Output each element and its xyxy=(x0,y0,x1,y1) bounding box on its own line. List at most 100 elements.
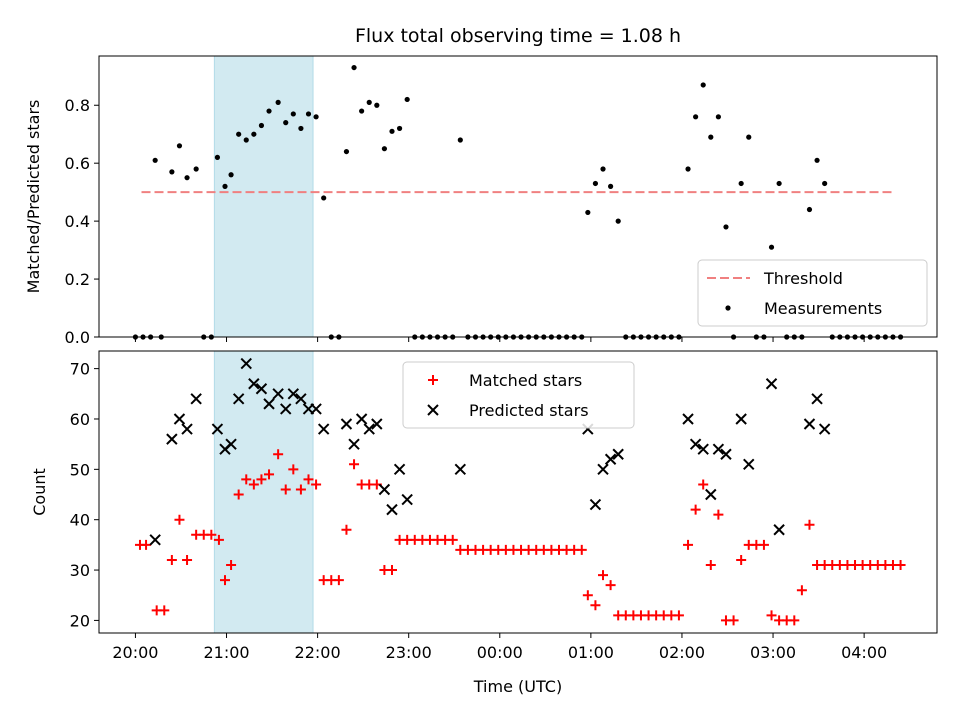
bottom-legend-marker-0 xyxy=(428,375,438,385)
chart-title: Flux total observing time = 1.08 h xyxy=(355,25,681,47)
bottom-ytick-label-4: 60 xyxy=(70,410,90,429)
bottom-series0-point-15 xyxy=(248,479,259,490)
top-series0-point-85 xyxy=(776,180,782,187)
top-series0-point-29 xyxy=(351,64,357,71)
bottom-series0-point-71 xyxy=(673,610,684,621)
top-series0-point-25 xyxy=(321,195,327,201)
bottom-legend-label-1: Predicted stars xyxy=(469,401,589,420)
bottom-series0-point-79 xyxy=(736,554,747,565)
top-series0-point-76 xyxy=(708,134,714,140)
top-series0-point-22 xyxy=(298,125,304,132)
top-series0-point-90 xyxy=(814,157,820,163)
bottom-series0-point-17 xyxy=(264,469,275,480)
bottom-series1-point-9 xyxy=(240,357,252,370)
bottom-series1-point-29 xyxy=(454,463,467,476)
bottom-series1-point-16 xyxy=(295,393,307,405)
bottom-ytick-label-1: 30 xyxy=(70,561,90,580)
bottom-legend-marker-1 xyxy=(427,404,439,416)
top-series0-point-74 xyxy=(693,114,699,120)
top-series0-point-60 xyxy=(585,209,591,216)
top-series0-point-8 xyxy=(193,166,199,172)
bottom-series1-point-44 xyxy=(773,524,785,536)
top-series0-point-21 xyxy=(290,111,296,117)
top-series0-point-89 xyxy=(806,206,813,213)
bottom-series1-point-37 xyxy=(697,443,709,455)
bottom-series0-point-78 xyxy=(728,615,739,626)
bottom-series1-point-3 xyxy=(181,423,193,435)
bottom-series0-point-1 xyxy=(141,539,152,550)
bottom-series0-point-28 xyxy=(349,459,360,470)
bottom-series1-point-47 xyxy=(818,423,831,435)
bottom-series0-point-61 xyxy=(598,570,609,581)
x-axis-label: Time (UTC) xyxy=(473,677,562,696)
top-series0-point-36 xyxy=(404,96,410,103)
top-series0-point-64 xyxy=(615,218,621,224)
top-ytick-label-4: 0.8 xyxy=(65,96,90,115)
bottom-series1-point-20 xyxy=(340,418,353,430)
top-series0-point-43 xyxy=(457,137,463,143)
bottom-series1-point-8 xyxy=(232,393,245,405)
top-series0-point-5 xyxy=(169,169,175,175)
bottom-xtick-label-0: 20:00 xyxy=(112,643,158,662)
top-series0-point-78 xyxy=(723,224,729,230)
bottom-series0-point-11 xyxy=(220,575,231,586)
bottom-series0-point-18 xyxy=(273,449,284,460)
bottom-series1-point-33 xyxy=(604,453,617,465)
top-series0-point-77 xyxy=(715,114,721,120)
bottom-series1-point-19 xyxy=(317,423,330,435)
bottom-series1-point-22 xyxy=(355,413,368,425)
bottom-series1-point-27 xyxy=(393,463,406,476)
bottom-series0-point-4 xyxy=(166,554,177,565)
bottom-series1-point-36 xyxy=(689,438,702,450)
bottom-series0-point-26 xyxy=(333,575,344,586)
bottom-series0-point-75 xyxy=(705,560,716,571)
bottom-y-axis-label: Count xyxy=(30,468,49,516)
bottom-xtick-label-5: 01:00 xyxy=(568,643,614,662)
top-plot-ratio: 0.0 0.2 0.4 0.6 0.8 Matched/Predicted stars Th… xyxy=(24,55,938,347)
top-series0-point-11 xyxy=(214,154,221,160)
bottom-series1-point-15 xyxy=(287,388,300,400)
bottom-series0-point-88 xyxy=(804,519,815,530)
top-legend-label-0: Threshold xyxy=(763,269,843,288)
top-ytick-label-0: 0.0 xyxy=(65,328,90,347)
bottom-legend-box xyxy=(402,361,635,429)
bottom-series0-point-6 xyxy=(182,554,193,565)
bottom-xtick-label-6: 02:00 xyxy=(659,643,705,662)
bottom-series0-point-100 xyxy=(895,560,906,571)
bottom-series1-point-45 xyxy=(803,418,816,430)
top-series0-point-62 xyxy=(600,166,606,172)
bottom-series1-point-23 xyxy=(363,423,375,435)
bottom-series0-point-76 xyxy=(713,509,724,520)
bottom-series1-point-11 xyxy=(255,383,268,395)
bottom-series0-point-73 xyxy=(690,504,701,515)
bottom-series1-point-43 xyxy=(765,378,778,390)
top-legend-marker-1 xyxy=(725,305,731,311)
bottom-series1-point-0 xyxy=(149,534,161,546)
top-series0-point-28 xyxy=(343,148,350,155)
bottom-series1-point-14 xyxy=(280,403,292,415)
top-series0-point-75 xyxy=(700,82,706,88)
bottom-series1-point-28 xyxy=(401,493,413,506)
top-series0-point-7 xyxy=(184,175,190,181)
top-axes-frame xyxy=(98,55,938,338)
top-ytick-label-2: 0.4 xyxy=(65,212,90,231)
bottom-series1-point-42 xyxy=(743,458,755,471)
bottom-series0-point-14 xyxy=(241,474,252,485)
top-series0-point-63 xyxy=(608,183,614,189)
bottom-xtick-label-8: 04:00 xyxy=(841,643,887,662)
top-series0-point-16 xyxy=(251,131,257,137)
bottom-series0-point-58 xyxy=(576,544,587,555)
bottom-ytick-label-3: 50 xyxy=(70,460,90,479)
bottom-series1-point-38 xyxy=(705,488,717,501)
top-series0-point-91 xyxy=(822,180,828,187)
top-legend-label-1: Measurements xyxy=(764,299,882,318)
top-ytick-label-3: 0.6 xyxy=(65,154,90,173)
top-legend-box xyxy=(697,259,928,327)
bottom-series0-point-33 xyxy=(386,565,397,576)
bottom-xtick-label-2: 22:00 xyxy=(295,643,341,662)
bottom-series1-point-31 xyxy=(589,498,602,511)
top-series0-point-12 xyxy=(222,183,228,189)
bottom-series1-point-4 xyxy=(190,393,202,405)
top-y-axis-label: Matched/Predicted stars xyxy=(24,100,43,294)
top-series0-point-33 xyxy=(381,146,388,152)
